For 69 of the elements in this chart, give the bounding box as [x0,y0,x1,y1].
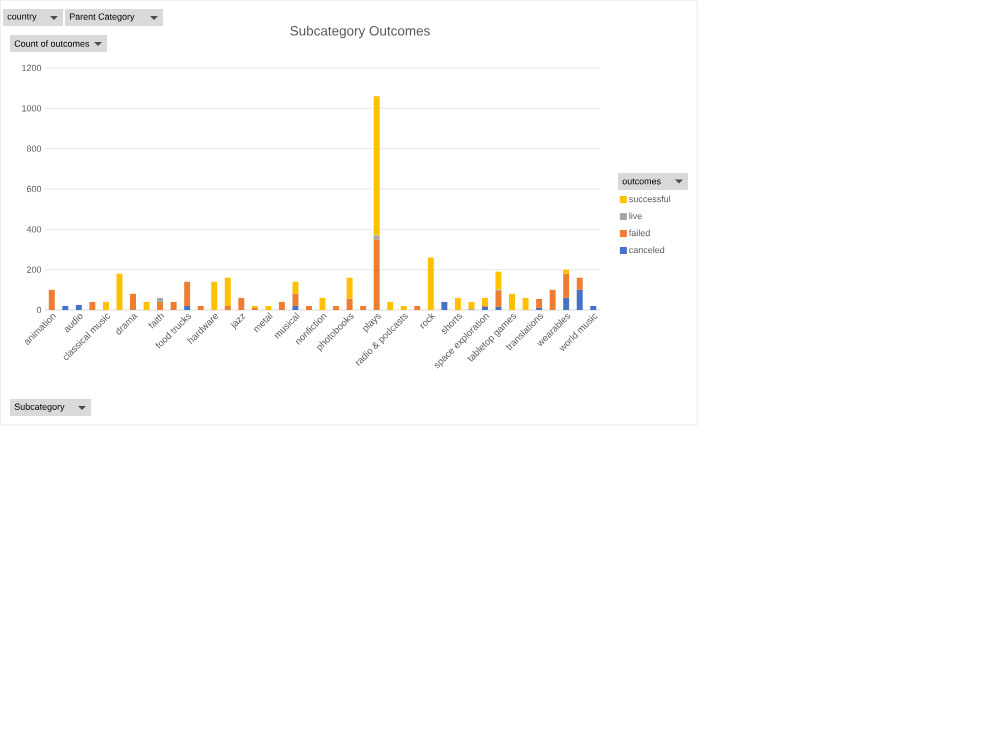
bar [563,273,570,298]
y-tick-label: 800 [26,145,42,152]
bar [292,281,299,294]
legend-label: failed [628,229,650,237]
bar [265,305,272,310]
bar [305,305,312,310]
bar [278,301,285,310]
bar [211,281,218,310]
bar [224,305,231,310]
bar [170,301,177,310]
y-tick-label: 600 [26,185,42,193]
bar [590,305,597,310]
x-tick-label: faith [148,313,165,329]
bar [400,305,407,310]
bar [373,235,380,240]
bar [116,273,123,310]
bar [576,289,583,310]
bar [89,301,96,310]
bar [292,293,299,306]
bar [563,297,570,310]
bar [481,297,488,306]
bar [387,301,394,310]
bar [333,305,340,310]
bar [62,305,69,310]
text: country [7,13,37,22]
y-tick-label: 1000 [22,105,42,112]
y-tick-label: 1200 [22,64,42,72]
bar [346,298,353,310]
bar [563,269,570,274]
bar [468,301,475,309]
y-axis-title: Count of outcomes [14,40,90,47]
legend-title: outcomes [622,178,661,185]
bar [184,305,191,310]
bar [373,239,380,310]
bar [143,301,150,310]
legend-label: live [629,212,642,220]
bar [427,257,434,310]
bar [157,297,164,302]
bar [576,277,583,290]
x-axis-title: Subcategory [14,403,65,412]
bar [292,305,299,310]
bar [346,277,353,299]
bar [360,305,367,310]
bar [197,305,204,310]
bar [441,301,448,310]
bar [130,293,136,310]
bar [373,96,380,236]
bar [549,289,556,310]
bar [102,301,109,310]
chart-title: Subcategory Outcomes [290,25,430,39]
y-tick-label: 200 [26,266,42,273]
bar [414,305,421,310]
bar [522,297,529,310]
text: Parent Category [69,13,135,22]
bar [157,301,164,310]
bar [454,297,461,310]
bar [509,293,515,310]
x-tick-label: rock [419,313,436,329]
bar [48,289,55,310]
bar [536,298,543,308]
legend-label: canceled [629,246,665,254]
y-tick-label: 0 [36,306,42,314]
bar [75,304,82,310]
y-tick-label: 400 [26,226,42,233]
legend-label: successful [629,195,671,203]
bar [536,307,543,310]
bar [184,281,191,306]
bar [238,297,245,310]
bar [224,277,231,306]
